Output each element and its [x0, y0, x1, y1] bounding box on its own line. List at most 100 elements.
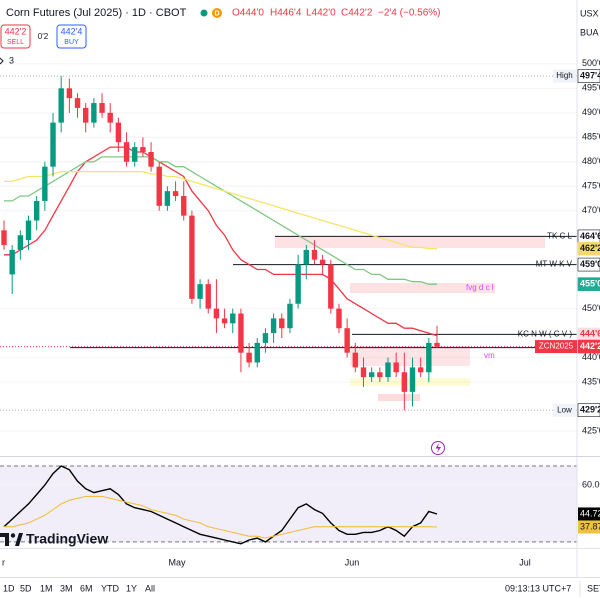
candle-body [409, 367, 416, 392]
status-dot [200, 9, 208, 17]
level-name: MT W K V [536, 260, 573, 269]
y-tick-label: 480'0 [582, 156, 600, 166]
price-tag [577, 69, 600, 83]
indicator-chevron[interactable] [0, 57, 4, 65]
candle-body [164, 191, 171, 206]
candle-body [246, 352, 252, 363]
logo-mark [15, 533, 23, 546]
zone-label: vm [484, 351, 495, 360]
moving-average [4, 146, 438, 337]
range-button[interactable]: 3M [60, 583, 73, 593]
sell-price[interactable]: 442'2 [5, 26, 27, 36]
candle-body [344, 328, 350, 353]
axis-mode: BUA [580, 27, 599, 37]
candle-body [33, 200, 40, 221]
price-tag-label: 497'4 [580, 70, 600, 80]
y-tick-label: 500'0 [582, 58, 600, 68]
value-tag-label: 37.87 [580, 521, 600, 531]
zone [275, 236, 545, 248]
level-name-box [535, 340, 577, 354]
candle-body [132, 147, 138, 162]
y-tick-label: 475'0 [582, 181, 600, 191]
y-tick-label: 425'0 [582, 425, 600, 435]
chart-title: Corn Futures (Jul 2025) · 1D · CBOT [6, 7, 187, 19]
x-tick-label: Jul [519, 557, 531, 567]
candle-body [426, 342, 432, 373]
candle-body [368, 372, 375, 378]
candle-body [270, 318, 277, 334]
candle-body [107, 112, 113, 123]
y-tick-label: 450'0 [582, 303, 600, 313]
candle-body [230, 313, 236, 324]
buy-button[interactable] [56, 24, 87, 49]
candle-body [197, 284, 203, 299]
candle-body [295, 264, 301, 304]
candle-body [254, 342, 260, 363]
moving-average [4, 170, 437, 250]
range-button[interactable]: 1D [3, 583, 15, 593]
candle-body [17, 235, 24, 250]
value-tag-label: 44.72 [580, 508, 600, 518]
y-tick-label: 435'0 [582, 376, 600, 386]
logo-dot [10, 533, 16, 538]
zone [350, 283, 495, 293]
clock: 09:13:13 UTC+7 [505, 583, 571, 593]
range-button[interactable]: 1M [40, 583, 53, 593]
range-button[interactable]: 1Y [126, 583, 137, 593]
candle-body [213, 308, 220, 319]
candle-body [377, 372, 383, 378]
badge: D [214, 10, 219, 17]
spread: 0'2 [38, 32, 49, 41]
indicator-count[interactable]: 3 [9, 55, 14, 65]
y-tick-label: 60.00 [582, 479, 600, 489]
level-name-box [553, 69, 576, 83]
candle-body [115, 122, 122, 143]
candle-body [25, 220, 32, 241]
settings[interactable]: SET [587, 583, 600, 593]
buy-price[interactable]: 442'4 [61, 26, 83, 36]
range-button[interactable]: YTD [101, 583, 120, 593]
alert-bolt [435, 443, 441, 453]
ohlc-open: O444'0 [232, 8, 264, 19]
candle-body [181, 196, 187, 216]
logo-text: TradingView [26, 531, 108, 547]
candle-body [140, 147, 146, 152]
y-tick-label: 495'0 [582, 83, 600, 93]
range-button[interactable]: 6M [80, 583, 93, 593]
price-tag-label: 464'6 [580, 231, 600, 241]
buy-label[interactable]: BUY [64, 39, 79, 46]
candle-body [319, 259, 326, 265]
price-tag-label: 429'2 [580, 405, 600, 415]
candle-body [401, 372, 408, 392]
candle-body [417, 367, 424, 373]
candle-body [50, 122, 56, 167]
candle-body [262, 333, 269, 343]
price-tag-label: 459'0 [580, 259, 600, 269]
ohlc-close: C442'2 [341, 8, 373, 19]
candle-body [58, 88, 64, 123]
moving-average [4, 156, 437, 285]
candle-body [9, 249, 15, 275]
range-button[interactable]: All [145, 583, 155, 593]
candle-body [434, 342, 440, 347]
price-tag [577, 241, 600, 256]
x-tick-label: May [168, 557, 186, 567]
ohlc-change: −2'4 (−0.56%) [378, 8, 441, 19]
value-tag [578, 520, 600, 534]
candle-body [172, 191, 179, 197]
sell-button[interactable] [0, 24, 31, 49]
range-button[interactable]: 5D [20, 583, 32, 593]
sell-label[interactable]: SELL [7, 39, 24, 46]
level-name: KC N W ( C V ) [518, 329, 573, 338]
level-name: Low [557, 405, 572, 414]
x-tick-label: r [2, 557, 5, 567]
candle-body [336, 308, 342, 329]
candle-body [238, 313, 244, 353]
y-tick-label: 470'0 [582, 205, 600, 215]
candle-body [360, 367, 367, 378]
logo-mark [0, 533, 9, 546]
price-tag [577, 277, 600, 291]
candle-body [328, 264, 334, 309]
ohlc-high: H446'4 [270, 8, 302, 19]
